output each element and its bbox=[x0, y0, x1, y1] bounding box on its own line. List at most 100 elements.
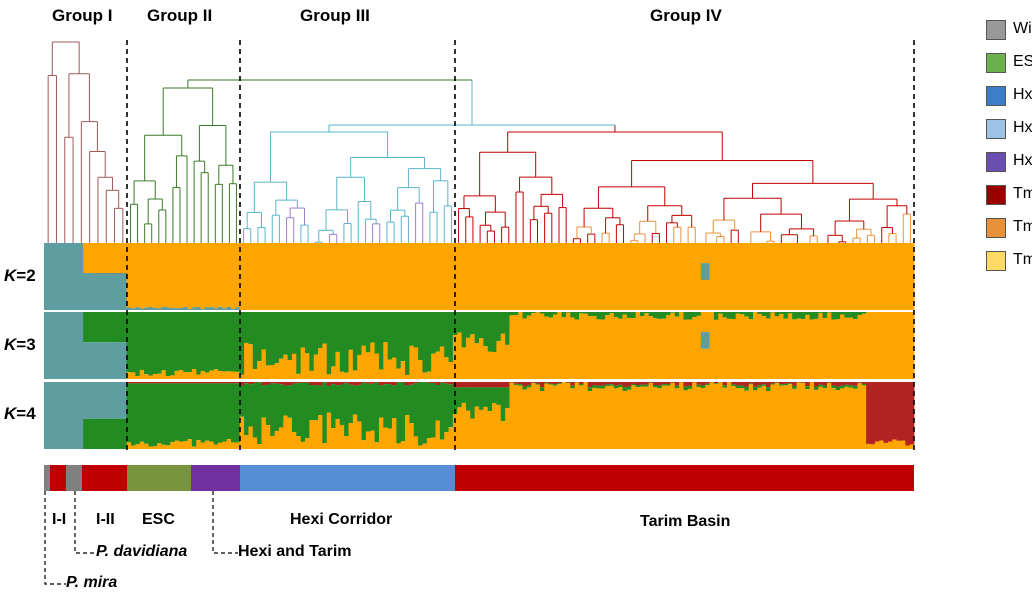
admixture-bar-k2 bbox=[822, 243, 828, 310]
admixture-bar-k3 bbox=[483, 312, 489, 347]
admixture-bar-k2 bbox=[331, 243, 336, 310]
admixture-bar-k3 bbox=[735, 312, 741, 314]
admixture-bar-k2 bbox=[670, 243, 676, 310]
admixture-bar-k4 bbox=[474, 387, 480, 407]
admixture-bar-k2 bbox=[213, 308, 219, 310]
admixture-bar-k3 bbox=[313, 312, 319, 355]
admixture-bar-k3 bbox=[813, 318, 819, 379]
admixture-bar-k3 bbox=[165, 312, 171, 377]
admixture-bar-k2 bbox=[892, 243, 897, 310]
admixture-bar-k2 bbox=[753, 243, 758, 310]
admixture-bar-k4 bbox=[96, 382, 101, 419]
admixture-bar-k4 bbox=[387, 428, 393, 449]
admixture-bar-k4 bbox=[687, 385, 693, 389]
admixture-bar-k4 bbox=[483, 406, 489, 449]
admixture-bar-k2 bbox=[905, 243, 911, 310]
admixture-bar-k4 bbox=[848, 385, 854, 388]
admixture-bar-k4 bbox=[774, 383, 780, 449]
admixture-bar-k2 bbox=[335, 243, 341, 310]
admixture-bar-k3 bbox=[91, 312, 97, 343]
admixture-bar-k3 bbox=[161, 370, 167, 379]
admixture-bar-k4 bbox=[213, 382, 219, 384]
admixture-bar-k2 bbox=[766, 243, 771, 310]
admixture-bar-k3 bbox=[644, 313, 650, 379]
admixture-bar-k4 bbox=[117, 382, 123, 419]
admixture-bar-k3 bbox=[709, 312, 715, 379]
admixture-bar-k4 bbox=[178, 382, 184, 384]
admixture-bar-k3 bbox=[853, 319, 858, 379]
admixture-bar-k3 bbox=[196, 312, 201, 375]
admixture-bar-k3 bbox=[448, 362, 454, 379]
admixture-bar-k3 bbox=[857, 315, 863, 379]
group-iv-label: Group IV bbox=[650, 6, 722, 25]
admixture-bar-k4 bbox=[300, 382, 306, 442]
admixture-bar-k4 bbox=[744, 386, 750, 391]
admixture-bar-k3 bbox=[335, 312, 341, 352]
admixture-bar-k4 bbox=[748, 382, 754, 384]
admixture-bar-k4 bbox=[109, 418, 114, 449]
admixture-bar-k2 bbox=[187, 243, 193, 310]
admixture-bar-k4 bbox=[348, 384, 354, 424]
admixture-bar-k2 bbox=[887, 243, 893, 310]
admixture-bar-k4 bbox=[152, 382, 158, 384]
admixture-bar-k4 bbox=[339, 424, 345, 449]
admixture-bar-k2 bbox=[200, 243, 206, 310]
admixture-bar-k3 bbox=[835, 319, 841, 379]
admixture-bar-k3 bbox=[609, 313, 615, 379]
admixture-bar-k4 bbox=[552, 382, 558, 385]
admixture-bar-k3 bbox=[596, 319, 602, 379]
admixture-bar-k3 bbox=[83, 312, 88, 343]
admixture-bar-k2 bbox=[605, 243, 610, 310]
admixture-bar-k4 bbox=[370, 383, 375, 431]
admixture-bar-k4 bbox=[631, 385, 636, 449]
admixture-bar-k4 bbox=[335, 419, 341, 449]
admixture-bar-k3 bbox=[131, 312, 136, 373]
admixture-bar-k4 bbox=[257, 382, 262, 445]
admixture-bar-k4 bbox=[457, 382, 462, 388]
admixture-bar-k3 bbox=[783, 312, 789, 319]
admixture-bar-k4 bbox=[209, 382, 215, 384]
admixture-bar-k3 bbox=[405, 374, 410, 379]
admixture-bar-k3 bbox=[896, 312, 902, 379]
admixture-bar-k4 bbox=[274, 431, 280, 449]
admixture-bar-k3 bbox=[157, 312, 162, 374]
admixture-bar-k2 bbox=[879, 243, 884, 310]
admixture-bar-k4 bbox=[853, 385, 858, 389]
admixture-bar-k4 bbox=[544, 382, 549, 383]
admixture-bar-k4 bbox=[735, 387, 741, 449]
admixture-bar-k4 bbox=[552, 385, 558, 449]
admixture-bar-k4 bbox=[753, 382, 758, 387]
admixture-bar-k4 bbox=[139, 383, 145, 442]
admixture-bar-k4 bbox=[892, 439, 897, 449]
admixture-bar-k3 bbox=[822, 317, 828, 379]
admixture-bar-k2 bbox=[770, 243, 776, 310]
admixture-bar-k4 bbox=[248, 426, 254, 449]
admixture-bar-k2 bbox=[152, 307, 158, 310]
admixture-bar-k4 bbox=[635, 382, 641, 386]
admixture-bar-k2 bbox=[370, 243, 375, 310]
admixture-bar-k3 bbox=[257, 361, 262, 379]
admixture-bar-k4 bbox=[857, 383, 863, 449]
admixture-bar-k4 bbox=[513, 383, 519, 385]
admixture-bar-k4 bbox=[492, 403, 497, 449]
admixture-bar-k4 bbox=[505, 387, 510, 409]
admixture-bar-k2 bbox=[592, 243, 597, 310]
admixture-bar-k3 bbox=[831, 319, 837, 379]
admixture-bar-k2 bbox=[196, 306, 201, 310]
admixture-bar-k4 bbox=[596, 382, 602, 386]
admixture-bar-k2 bbox=[831, 243, 837, 310]
admixture-bar-k3 bbox=[196, 374, 201, 379]
admixture-bar-k3 bbox=[431, 312, 436, 354]
admixture-bar-k4 bbox=[805, 386, 810, 390]
admixture-bar-k4 bbox=[770, 383, 776, 385]
admixture-bar-k3 bbox=[683, 312, 689, 320]
admixture-bar-k4 bbox=[135, 444, 141, 449]
admixture-bar-k4 bbox=[365, 382, 371, 384]
admixture-bar-k4 bbox=[492, 382, 497, 388]
admixture-bar-k4 bbox=[296, 382, 302, 384]
admixture-bar-k4 bbox=[126, 383, 132, 443]
admixture-bar-k3 bbox=[622, 312, 628, 315]
admixture-bar-k3 bbox=[326, 374, 332, 379]
admixture-bar-k4 bbox=[278, 382, 284, 385]
admixture-bar-k2 bbox=[666, 243, 671, 310]
